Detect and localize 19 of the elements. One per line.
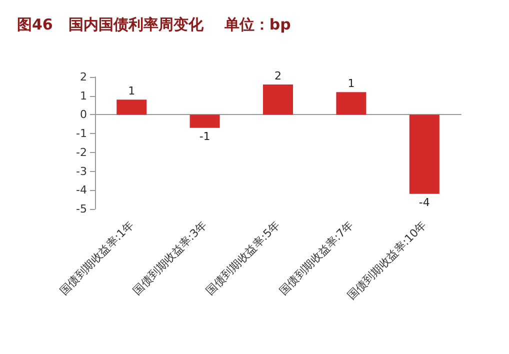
bar: [263, 84, 293, 115]
data-label: 1: [348, 77, 355, 90]
y-tick-label: -3: [76, 164, 87, 178]
y-tick-label: -5: [76, 202, 87, 216]
y-tick-label: -4: [76, 184, 87, 197]
y-tick-label: 1: [80, 89, 87, 102]
y-tick-label: -1: [76, 127, 87, 140]
data-label: -4: [418, 196, 430, 209]
bar: [336, 92, 366, 115]
y-tick-label: -2: [76, 146, 87, 159]
bar: [409, 114, 440, 194]
bar: [190, 114, 220, 128]
data-label: -1: [199, 130, 210, 143]
data-label: 1: [128, 84, 136, 98]
bar: [116, 100, 147, 115]
data-label: 2: [274, 70, 282, 83]
chart-title: 图46 国内国债利率周变化 单位：bp: [17, 16, 292, 34]
y-tick-label: 0: [80, 108, 87, 122]
y-tick-label: 2: [80, 70, 87, 84]
